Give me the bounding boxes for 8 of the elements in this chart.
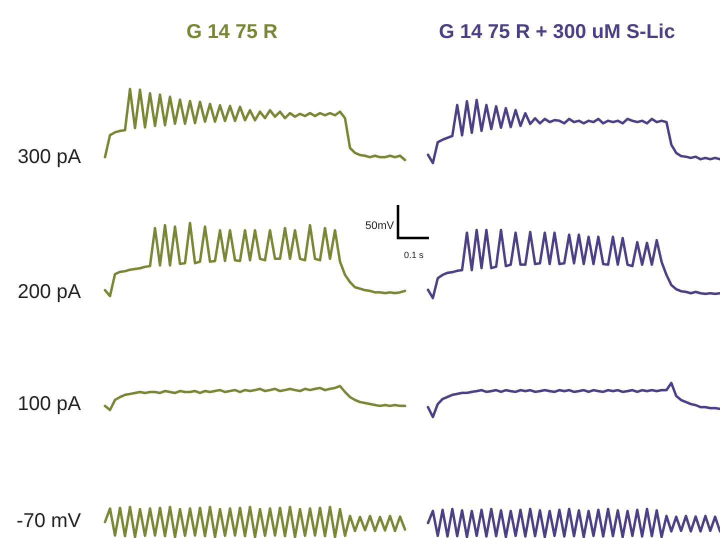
y-axis-title: 300 pA bbox=[18, 146, 82, 168]
y-axis-title: 100 pA bbox=[18, 393, 82, 415]
y-axis-title: -70 mV bbox=[16, 510, 82, 532]
chart-title: G 14 75 R + 300 uM S-Lic bbox=[438, 21, 676, 43]
y-axis-title: 200 pA bbox=[18, 281, 82, 303]
chart-title: G 14 75 R bbox=[186, 21, 278, 43]
annotation: 50mV bbox=[365, 220, 395, 232]
annotation: 0.1 s bbox=[404, 250, 424, 260]
